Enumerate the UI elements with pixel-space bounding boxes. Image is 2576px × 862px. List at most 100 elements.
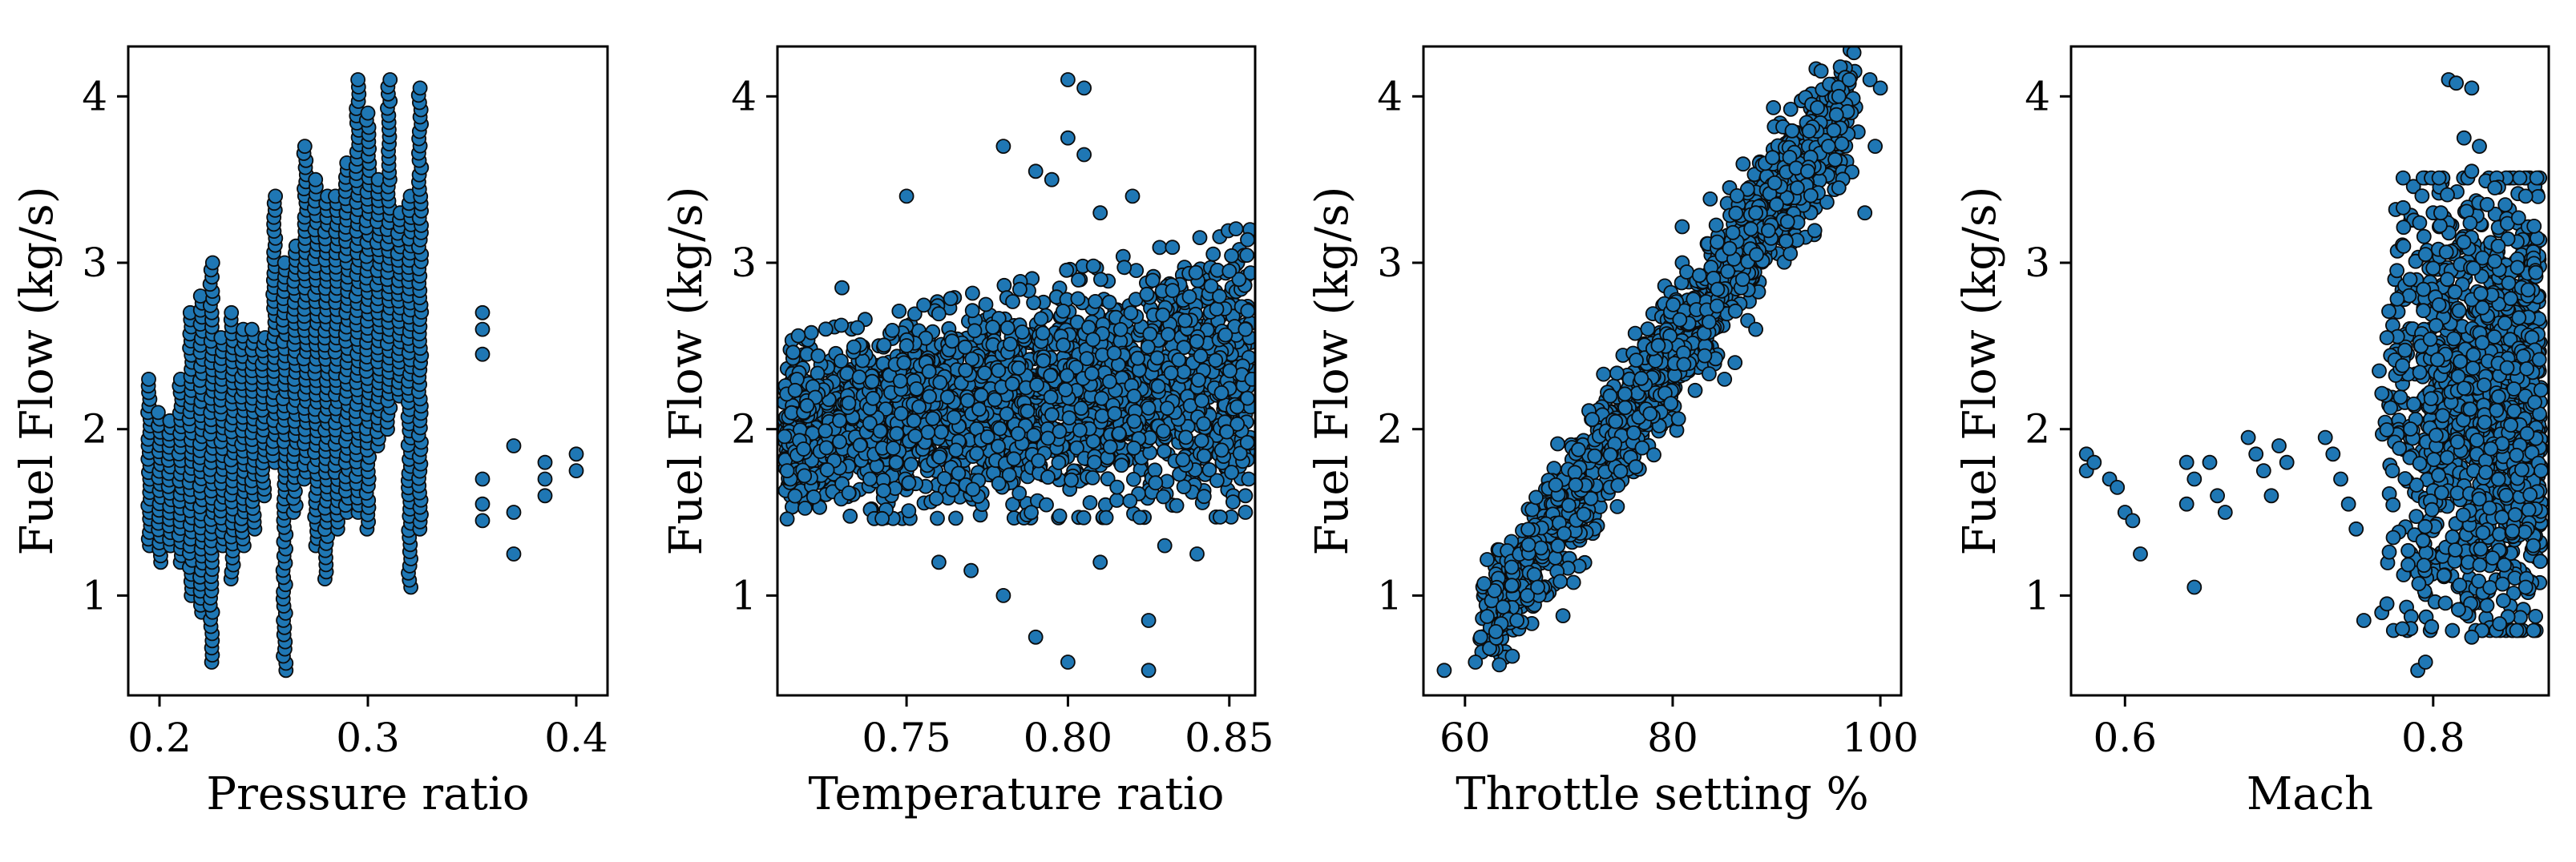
- scatter-point: [1112, 321, 1129, 337]
- scatter-point: [1492, 657, 1508, 673]
- scatter-point: [1157, 538, 1173, 554]
- data-points: [777, 72, 1255, 679]
- scatter-point: [1005, 294, 1020, 309]
- scatter-point: [818, 321, 834, 337]
- scatter-point: [1224, 248, 1239, 264]
- scatter-point: [1596, 366, 1612, 382]
- scatter-point: [1702, 191, 1718, 207]
- scatter-point: [474, 513, 491, 529]
- scatter-point: [1026, 427, 1042, 443]
- scatter-point: [1188, 264, 1204, 280]
- scatter-point: [1056, 337, 1071, 353]
- scatter-point: [978, 296, 994, 312]
- scatter-point: [898, 338, 915, 353]
- scatter-point: [1156, 423, 1171, 439]
- scatter-point: [1028, 629, 1044, 645]
- scatter-point: [1073, 401, 1089, 417]
- scatter-point: [1003, 336, 1018, 352]
- y-tick-label: 2: [731, 406, 757, 453]
- scatter-point: [850, 320, 866, 336]
- scatter-point: [244, 321, 260, 337]
- scatter-point: [1061, 410, 1077, 425]
- scatter-point: [1126, 413, 1142, 429]
- scatter-point: [1088, 293, 1103, 309]
- scatter-point: [150, 405, 166, 421]
- scatter-point: [903, 457, 919, 473]
- x-tick-label: 0.85: [1185, 715, 1274, 761]
- scatter-point: [985, 320, 1000, 335]
- scatter-point: [884, 322, 900, 338]
- scatter-point: [846, 339, 862, 355]
- scatter-point: [928, 491, 944, 506]
- scatter-point: [1124, 188, 1141, 204]
- scatter-point: [1784, 123, 1800, 139]
- scatter-point: [1238, 321, 1254, 337]
- scatter-point: [1130, 350, 1145, 366]
- scatter-point: [1109, 479, 1125, 495]
- scatter-point: [934, 424, 949, 440]
- y-tick-label: 4: [731, 73, 757, 119]
- scatter-point: [141, 371, 156, 387]
- scatter-point: [1819, 194, 1835, 210]
- scatter-point: [1060, 130, 1076, 146]
- scatter-point: [1012, 281, 1028, 297]
- scatter-point: [1175, 452, 1191, 468]
- scatter-point: [1807, 223, 1823, 239]
- scatter-point: [945, 481, 960, 497]
- scatter-point: [568, 446, 584, 462]
- scatter-point: [839, 365, 855, 381]
- scatter-point: [973, 387, 989, 403]
- scatter-point: [1111, 425, 1127, 441]
- scatter-point: [785, 344, 801, 361]
- scatter-point: [1147, 462, 1163, 478]
- scatter-point: [1213, 442, 1229, 458]
- scatter-point: [1565, 574, 1581, 590]
- scatter-point: [224, 304, 240, 320]
- scatter-point: [1085, 433, 1101, 449]
- scatter-point: [1060, 655, 1076, 670]
- scatter-point: [797, 468, 813, 484]
- scatter-point: [1059, 262, 1075, 278]
- scatter-point: [1177, 312, 1193, 328]
- scatter-point: [350, 72, 366, 87]
- scatter-point: [1735, 156, 1751, 172]
- x-tick-label: 0.75: [862, 715, 951, 761]
- scatter-point: [1004, 376, 1020, 392]
- y-tick-label: 1: [731, 572, 757, 618]
- scatter-point: [963, 562, 979, 578]
- scatter-point: [1082, 495, 1098, 510]
- scatter-point: [1052, 508, 1068, 524]
- scatter-point: [834, 353, 849, 369]
- scatter-point: [1171, 352, 1187, 368]
- scatter-point: [944, 333, 960, 349]
- scatter-point: [901, 503, 917, 518]
- scatter-point: [876, 337, 892, 353]
- scatter-point: [1238, 505, 1254, 520]
- scatter-point: [1213, 510, 1228, 525]
- scatter-point: [1028, 163, 1044, 179]
- scatter-point: [862, 415, 878, 431]
- scatter-point: [931, 306, 947, 322]
- scatter-point: [1060, 72, 1076, 87]
- scatter-point: [1169, 497, 1185, 514]
- scatter-point: [1106, 345, 1122, 361]
- scatter-point: [1213, 385, 1229, 401]
- scatter-point: [1098, 510, 1114, 526]
- scatter-point: [1107, 405, 1123, 421]
- scatter-point: [779, 511, 795, 527]
- y-tick-label: 1: [82, 572, 107, 618]
- scatter-point: [1141, 613, 1157, 628]
- scatter-point: [992, 421, 1007, 437]
- data-points: [140, 72, 584, 679]
- scatter-point: [1092, 205, 1108, 221]
- scatter-point: [991, 438, 1006, 454]
- x-tick-label: 0.3: [336, 715, 400, 761]
- scatter-point: [297, 139, 313, 155]
- scatter-point: [1092, 554, 1108, 570]
- scatter-point: [1084, 365, 1100, 381]
- scatter-point: [834, 280, 850, 296]
- scatter-point: [1011, 485, 1028, 501]
- scatter-point: [787, 382, 803, 398]
- scatter-point: [1231, 272, 1247, 288]
- scatter-point: [818, 423, 834, 439]
